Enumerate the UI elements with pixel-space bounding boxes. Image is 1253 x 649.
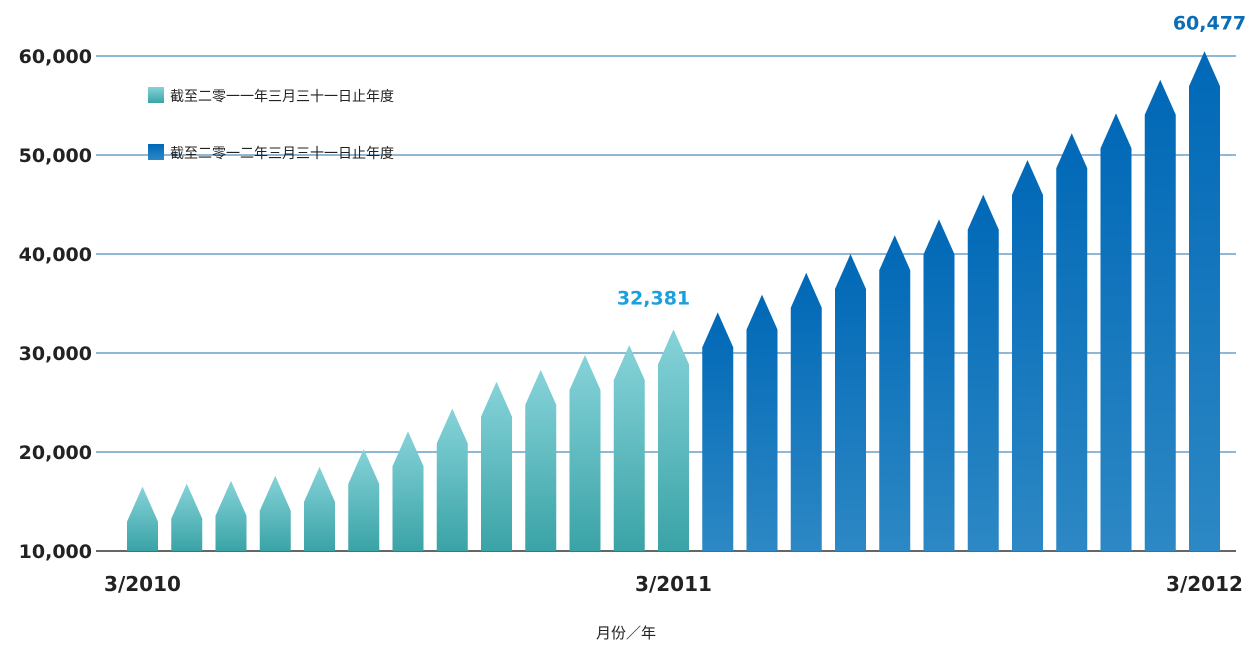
bar-6-2010: [259, 475, 291, 551]
x-tick-label: 3/2010: [104, 572, 181, 596]
x-tick-label: 3/2011: [635, 572, 712, 596]
y-tick-label: 50,000: [19, 145, 92, 167]
legend-swatch-fy2012: [148, 144, 164, 160]
y-tick-label: 40,000: [19, 244, 92, 266]
x-tick-label: 3/2012: [1166, 572, 1243, 596]
bar-11-2010: [481, 381, 512, 551]
legend-label-fy2011: 截至二零一一年三月三十一日止年度: [170, 89, 394, 105]
bar-12-2010: [525, 369, 557, 551]
bar-7-2010: [304, 466, 335, 551]
bar-11-2011: [1012, 159, 1043, 551]
bar-9-2011: [923, 219, 955, 551]
y-tick-labels: 10,000 20,000 30,000 40,000 50,000 60,000: [19, 46, 92, 563]
legend-swatch-fy2011: [148, 87, 164, 103]
bar-3-2011: [658, 329, 689, 551]
bar-8-2010: [348, 449, 380, 551]
x-axis-label: 月份／年: [596, 624, 656, 642]
bar-6-2011: [790, 272, 822, 551]
bar-10-2011: [967, 194, 999, 551]
y-tick-label: 10,000: [19, 541, 92, 563]
bar-2-2012: [1144, 79, 1176, 551]
bar-7-2011: [835, 254, 866, 551]
data-label-3-2012: 60,477: [1173, 12, 1246, 34]
bar-1-2012: [1100, 113, 1132, 552]
bar-4-2011: [702, 312, 734, 551]
legend: 截至二零一一年三月三十一日止年度 截至二零一二年三月三十一日止年度: [148, 87, 394, 162]
bar-2-2011: [613, 345, 645, 551]
data-annotations: 32,381 60,477: [617, 12, 1246, 309]
bar-12-2011: [1056, 133, 1088, 551]
bar-1-2011: [569, 354, 601, 551]
bar-9-2010: [392, 431, 424, 551]
bar-10-2010: [436, 408, 468, 551]
bars: [127, 51, 1220, 552]
bar-5-2010: [215, 480, 247, 551]
y-tick-label: 20,000: [19, 442, 92, 464]
legend-label-fy2012: 截至二零一二年三月三十一日止年度: [170, 146, 394, 162]
bar-4-2010: [171, 483, 203, 551]
data-label-3-2011: 32,381: [617, 287, 690, 309]
bar-8-2011: [879, 235, 911, 551]
y-tick-label: 30,000: [19, 343, 92, 365]
y-tick-label: 60,000: [19, 46, 92, 68]
bar-3-2012: [1189, 51, 1220, 551]
x-tick-labels: 3/2010 3/2011 3/2012: [104, 572, 1243, 596]
bar-3-2010: [127, 486, 158, 551]
bar-5-2011: [746, 294, 778, 551]
